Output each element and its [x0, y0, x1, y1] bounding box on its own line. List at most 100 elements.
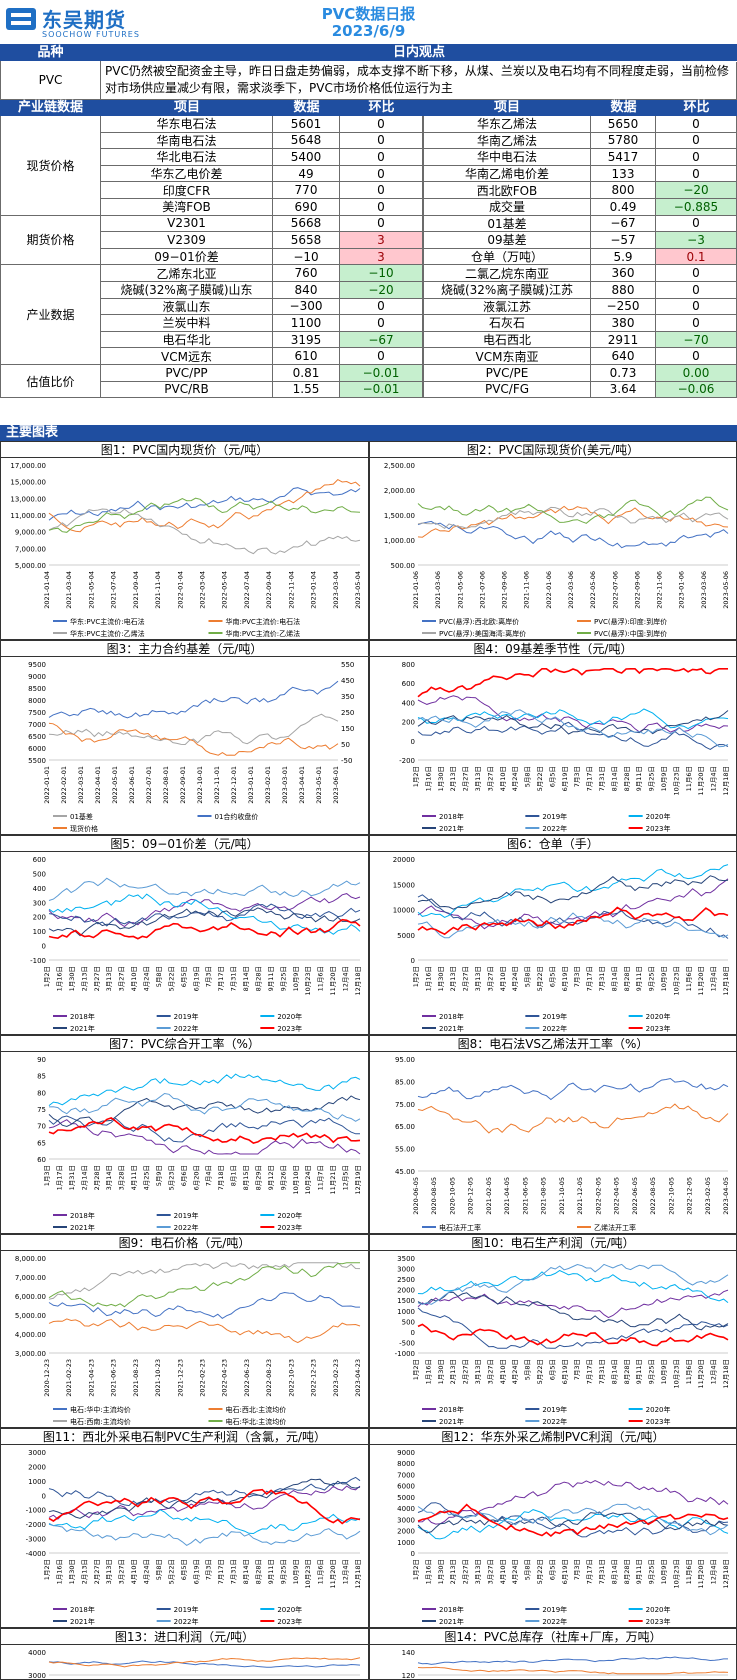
y-tick-label: -500 — [399, 1339, 415, 1347]
y-tick-label: 75 — [37, 1106, 46, 1114]
item-name: 华南电石法 — [101, 132, 273, 150]
legend-label: 华南:PVC主流价:乙烯法 — [226, 629, 301, 638]
item-change-2: 0 — [656, 165, 737, 183]
item-change-2: −70 — [656, 331, 737, 349]
item-change: 0 — [340, 132, 423, 150]
x-tick-label: 3月13日 — [474, 966, 482, 991]
y-tick-label: 500 — [402, 1318, 415, 1326]
x-tick-label: 2021-10-23 — [154, 1359, 162, 1397]
y-tick-label: 2000 — [28, 1463, 46, 1471]
x-tick-label: 3月13日 — [474, 1559, 482, 1584]
x-tick-label: 6月6日 — [180, 1165, 188, 1186]
series-line — [417, 708, 729, 730]
series-line — [48, 1119, 361, 1155]
series-line — [417, 1269, 729, 1303]
th-data-2: 数据 — [610, 100, 637, 115]
item-name-2: 01基差 — [423, 215, 591, 233]
x-tick-label: 11月6日 — [317, 1559, 325, 1584]
x-tick-label: 12月4日 — [710, 1359, 718, 1384]
x-tick-label: 6月19日 — [192, 1559, 200, 1584]
legend-label: 华东:PVC主流价:乙烯法 — [70, 629, 145, 638]
series-line — [48, 907, 361, 937]
x-tick-label: 6月5日 — [548, 1359, 556, 1380]
x-tick-label: 9月11日 — [635, 1359, 643, 1384]
y-tick-label: 5000 — [397, 1494, 415, 1502]
x-tick-label: 2021-04-23 — [87, 1359, 95, 1397]
item-change-2: 0.00 — [656, 365, 737, 382]
item-name-2: PVC/FG — [423, 381, 591, 399]
item-change: 0 — [340, 149, 423, 166]
x-tick-label: 11月6日 — [685, 966, 693, 991]
legend-label: 2019年 — [542, 1605, 567, 1614]
x-tick-label: 1月30日 — [437, 1359, 445, 1384]
series-line — [417, 506, 729, 530]
item-change: 0 — [340, 165, 423, 183]
x-tick-label: 3月13日 — [105, 966, 113, 991]
item-change: 0 — [340, 315, 423, 332]
chart-title: 图8：电石法VS乙烯法开工率（%） — [370, 1036, 736, 1052]
y-tick-label: 60 — [37, 1156, 46, 1164]
item-value: 3195 — [273, 331, 340, 349]
x-tick-label: 2021-12-05 — [576, 1177, 584, 1215]
x-tick-label: 9月11日 — [635, 966, 643, 991]
y-tick-label: 9000 — [397, 1449, 415, 1457]
chart-panel: 图9：电石价格（元/吨） 8,000.00 7,000.00 6,000.00 5,00… — [0, 1234, 369, 1428]
y-tick-label: 800 — [402, 661, 415, 669]
x-tick-label: 11月20日 — [697, 766, 705, 796]
x-tick-label: 3月13日 — [474, 766, 482, 791]
x-tick-label: 5月8日 — [524, 766, 532, 787]
x-tick-label: 2020-08-05 — [430, 1177, 438, 1215]
y-tick-label: -100 — [30, 957, 46, 965]
chart-title: 图2：PVC国际现货价(美元/吨） — [370, 442, 736, 458]
chart-panel: 图13：进口利润（元/吨） 4000 3000 — [0, 1628, 369, 1680]
x-tick-label: 2023-01-01 — [247, 766, 255, 804]
y-tick-label: 9000 — [28, 673, 46, 681]
chart-panel: 图11：西北外采电石制PVC生产利润（含氯，元/吨） 3000 2000 1000 0 -… — [0, 1428, 369, 1628]
y-tick-label: 0 — [411, 1329, 415, 1337]
legend-label: 2021年 — [70, 1223, 95, 1232]
series-line — [48, 497, 361, 533]
x-tick-label: 2月14日 — [80, 1165, 88, 1190]
item-value-2: 5780 — [591, 132, 656, 150]
x-tick-label: 4月24日 — [511, 1559, 519, 1584]
item-name: V2309 — [101, 232, 273, 249]
series-line — [48, 1488, 361, 1525]
x-tick-label: 8月14日 — [610, 966, 618, 991]
legend-label: 2019年 — [174, 1211, 199, 1220]
y-tick-label: 65 — [37, 1139, 46, 1147]
legend-label: 2018年 — [70, 1211, 95, 1220]
x-tick-label: 10月9日 — [660, 766, 668, 791]
series-line — [417, 1503, 729, 1536]
x-tick-label: 6月5日 — [180, 1559, 188, 1580]
y-tick-label: 85.00 — [395, 1078, 415, 1086]
x-tick-label: 2022-05-04 — [221, 571, 229, 609]
item-change: 3 — [340, 248, 423, 266]
x-tick-label: 7月4日 — [205, 1165, 213, 1186]
y-tick-label: 600 — [402, 680, 415, 688]
x-tick-label: 12月4日 — [342, 966, 350, 991]
y-tick-label: 11,000.00 — [10, 512, 46, 520]
x-tick-label: 2023-03-01 — [281, 766, 289, 804]
x-tick-label: 12月18日 — [722, 1559, 730, 1589]
y-tick-label: 2000 — [397, 1287, 415, 1295]
x-tick-label: 2020-12-23 — [43, 1359, 51, 1397]
y-tick-label: 0 — [42, 1492, 46, 1500]
x-tick-label: 7月31日 — [598, 966, 606, 991]
item-change: 0 — [340, 182, 423, 199]
x-tick-label: 10月9日 — [660, 1559, 668, 1584]
view-text: PVC仍然被空配资金主导，昨日日盘走势偏弱，成本支撑不断下移，从煤、兰炭以及电石… — [101, 62, 737, 100]
item-change-2: 0 — [656, 282, 737, 299]
y-tick-label: 120 — [402, 1672, 415, 1679]
legend-label: 2018年 — [439, 1012, 464, 1021]
x-tick-label: 4月24日 — [143, 966, 151, 991]
y-tick-label: 7000 — [397, 1471, 415, 1479]
x-tick-label: 2023-02-23 — [332, 1359, 340, 1397]
item-change-2: 0.1 — [656, 248, 737, 266]
legend-label: 2022年 — [542, 824, 567, 833]
x-tick-label: 4月24日 — [143, 1559, 151, 1584]
chart-title: 图13：进口利润（元/吨） — [1, 1629, 368, 1645]
legend-label: 2021年 — [70, 1617, 95, 1626]
x-tick-label: 6月5日 — [548, 966, 556, 987]
y-tick-label: 6000 — [28, 745, 46, 753]
x-tick-label: 2021-02-23 — [65, 1359, 73, 1397]
